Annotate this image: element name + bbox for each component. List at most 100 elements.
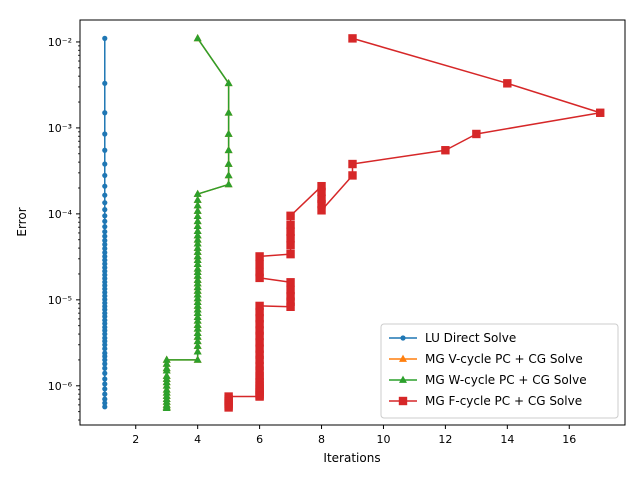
legend-item: MG V-cycle PC + CG Solve [389, 352, 583, 366]
data-point [224, 180, 233, 188]
series-markers-3 [162, 34, 233, 411]
data-point [255, 366, 264, 375]
data-point [102, 268, 108, 274]
data-point [102, 237, 108, 244]
data-point [193, 34, 202, 42]
data-point [102, 80, 108, 86]
data-point [102, 272, 108, 278]
data-point [193, 189, 202, 197]
data-point [193, 328, 202, 336]
data-point [193, 279, 202, 287]
y-tick-label: 10⁻⁵ [48, 294, 72, 307]
data-point [286, 285, 295, 295]
data-point [102, 110, 108, 116]
data-point [102, 327, 108, 334]
data-point [102, 35, 108, 41]
data-point [286, 241, 295, 250]
data-point [102, 313, 108, 320]
x-axis-label: Iterations [323, 451, 380, 465]
y-tick-label: 10⁻⁴ [48, 208, 73, 221]
data-point [255, 273, 264, 283]
data-point [286, 220, 295, 229]
data-point [193, 195, 202, 203]
data-point [102, 381, 108, 387]
series-markers-1 [102, 35, 108, 410]
data-point [193, 255, 202, 263]
data-point [255, 267, 264, 277]
data-point [162, 355, 171, 363]
x-tick-label: 6 [256, 433, 263, 446]
data-point [193, 259, 202, 268]
series-markers-4 [224, 34, 605, 412]
data-point [255, 314, 264, 323]
data-point [193, 336, 202, 345]
data-point [193, 252, 202, 260]
data-point [102, 331, 108, 337]
legend-label: LU Direct Solve [425, 331, 516, 345]
data-point [102, 306, 108, 313]
data-point [193, 308, 202, 317]
data-point [317, 181, 326, 191]
x-tick-label: 14 [500, 433, 514, 446]
data-point [255, 361, 264, 371]
x-tick-label: 2 [132, 433, 139, 446]
data-point [102, 261, 108, 267]
data-point [102, 391, 108, 397]
legend-label: MG F-cycle PC + CG Solve [425, 394, 582, 408]
series-markers-layer [102, 34, 605, 412]
data-point [193, 347, 202, 355]
data-point [102, 338, 108, 344]
data-point [286, 278, 295, 287]
data-point [193, 235, 202, 243]
data-point [102, 233, 108, 239]
data-point [162, 366, 171, 374]
data-point [255, 307, 264, 317]
data-point [348, 159, 357, 169]
data-point [102, 200, 108, 206]
data-point [286, 234, 295, 243]
data-point [317, 199, 326, 209]
data-point [348, 34, 357, 43]
data-point [317, 206, 326, 215]
data-point [102, 365, 108, 371]
data-point [193, 312, 202, 320]
data-point [255, 338, 264, 347]
legend-label: MG V-cycle PC + CG Solve [425, 352, 583, 366]
data-point [102, 161, 108, 167]
x-axis: 2 4 6 8 10 12 14 16 [132, 425, 576, 446]
data-point [102, 346, 108, 352]
legend-label: MG W-cycle PC + CG Solve [425, 373, 587, 387]
legend-item: LU Direct Solve [389, 331, 516, 345]
data-point [102, 229, 108, 235]
data-point [193, 226, 202, 234]
data-point [224, 145, 233, 154]
data-point [102, 245, 108, 252]
data-point [317, 194, 326, 203]
data-point [503, 79, 512, 88]
data-point [162, 403, 171, 411]
data-point [193, 341, 202, 349]
data-point [193, 267, 202, 275]
data-point [193, 206, 202, 214]
data-point [348, 171, 357, 180]
data-point [102, 147, 108, 153]
x-tick-label: 8 [318, 433, 325, 446]
x-tick-label: 4 [194, 433, 201, 446]
data-point [286, 227, 295, 236]
data-point [102, 183, 108, 189]
data-point [441, 146, 450, 155]
data-point [193, 239, 202, 247]
data-point [193, 211, 202, 220]
data-point [193, 231, 202, 239]
legend-swatch-marker [399, 354, 407, 362]
data-point [596, 108, 605, 117]
data-point [102, 400, 108, 406]
data-point [193, 316, 202, 324]
data-point [193, 282, 202, 291]
data-point [255, 355, 264, 365]
data-point [255, 301, 264, 311]
data-point [102, 353, 108, 359]
data-point [193, 216, 202, 225]
data-point [102, 265, 108, 271]
